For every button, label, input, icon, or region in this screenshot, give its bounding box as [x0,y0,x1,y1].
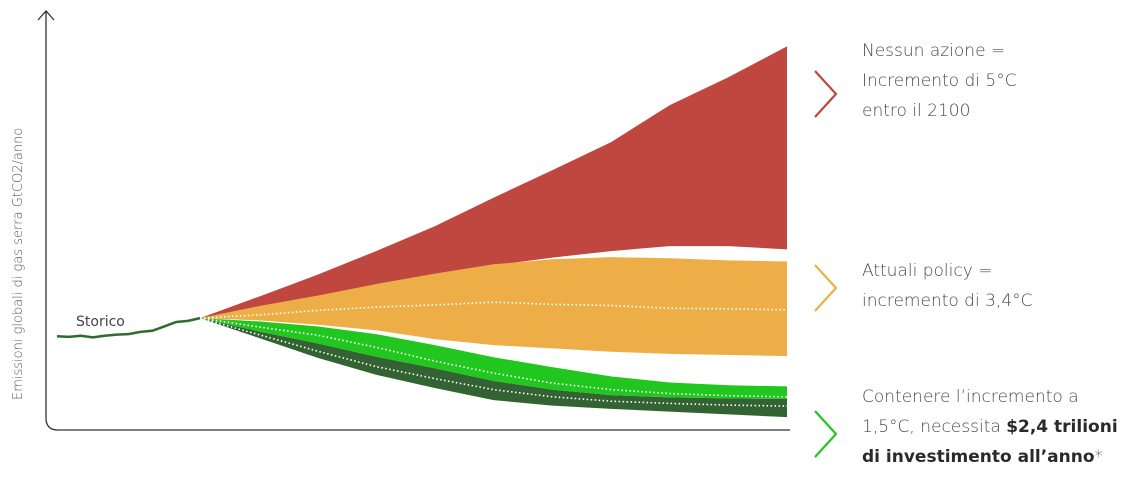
annotation-current-policy: Attuali policy = incremento di 3,4°C [862,256,1033,316]
annotation-line: Attuali policy = [862,261,993,281]
annotation-line: entro il 2100 [862,101,971,121]
y-axis-arrow-icon [37,10,55,21]
chevron-right-icon [814,264,838,312]
annotation-text: 1,5°C, necessita [862,417,1007,437]
annotation-line: di investimento all’anno* [862,442,1118,472]
historical-line [56,316,201,339]
investment-text: di investimento all’anno [862,447,1095,467]
chevron-right-icon [814,410,838,458]
annotation-line: 1,5°C, necessita $2,4 trilioni [862,412,1118,442]
annotation-line: incremento di 3,4°C [862,291,1033,311]
scenario-band [200,46,787,319]
scenario-band [200,257,787,357]
annotation-line: Incremento di 5°C [862,71,1017,91]
chevron-right-icon [814,70,838,118]
axes [45,12,790,431]
annotation-no-action: Nessun azione = Incremento di 5°C entro … [862,36,1017,126]
historical-label: Storico [76,314,125,330]
investment-amount: $2,4 trilioni [1006,417,1118,437]
y-axis-label: Emissioni globali di gas serra GtCO2/ann… [11,128,26,400]
annotation-limit-15: Contenere l’incremento a 1,5°C, necessit… [862,382,1118,472]
scenario-bands [200,46,787,418]
footnote-mark: * [1094,447,1104,467]
annotation-line: Nessun azione = [862,41,1006,61]
scenario-band [200,318,787,418]
annotation-line: Contenere l’incremento a [862,387,1079,407]
scenario-band [200,318,787,399]
